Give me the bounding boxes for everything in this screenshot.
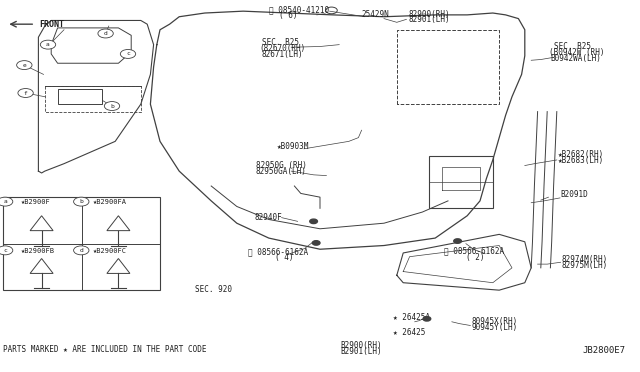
- Text: ★B2682(RH): ★B2682(RH): [558, 150, 604, 159]
- Text: B0942WA(LH): B0942WA(LH): [550, 54, 601, 63]
- Circle shape: [0, 246, 13, 255]
- Text: B2900(RH): B2900(RH): [340, 341, 382, 350]
- Text: 82940F: 82940F: [255, 213, 282, 222]
- Text: 82671(LH): 82671(LH): [261, 50, 303, 59]
- Circle shape: [120, 49, 136, 58]
- Text: c: c: [3, 248, 7, 253]
- Circle shape: [326, 7, 337, 14]
- Circle shape: [312, 241, 320, 245]
- Text: a: a: [3, 199, 7, 204]
- Text: SEC. 920: SEC. 920: [195, 285, 232, 294]
- Circle shape: [0, 197, 13, 206]
- Bar: [58, 89, 102, 104]
- Text: ★B2900FA: ★B2900FA: [93, 199, 127, 205]
- Circle shape: [17, 61, 32, 70]
- Bar: [3, 197, 160, 290]
- Text: ( 6): ( 6): [279, 11, 298, 20]
- Text: Ⓑ 08566-6162A: Ⓑ 08566-6162A: [444, 247, 504, 256]
- Text: b: b: [79, 199, 83, 204]
- Text: c: c: [126, 51, 130, 57]
- Text: (82670(RH): (82670(RH): [259, 44, 305, 53]
- Text: f: f: [24, 90, 28, 96]
- Circle shape: [310, 219, 317, 224]
- Text: d: d: [104, 31, 108, 36]
- Circle shape: [423, 317, 431, 321]
- Text: ★B0903M: ★B0903M: [276, 142, 309, 151]
- Circle shape: [454, 239, 461, 243]
- Text: a: a: [46, 42, 50, 47]
- Text: FRONT: FRONT: [40, 20, 65, 29]
- Text: Ⓑ 08566-6162A: Ⓑ 08566-6162A: [248, 247, 308, 256]
- Text: SEC. B25: SEC. B25: [262, 38, 300, 47]
- Circle shape: [104, 102, 120, 110]
- Text: ★B2900F: ★B2900F: [20, 199, 50, 205]
- Text: ( 2): ( 2): [466, 253, 484, 262]
- Text: 90945Y(LH): 90945Y(LH): [472, 323, 518, 332]
- Text: 25429N: 25429N: [362, 10, 389, 19]
- Text: ( 4): ( 4): [275, 253, 294, 262]
- Text: SEC. B25: SEC. B25: [554, 42, 591, 51]
- Text: 80945X(RH): 80945X(RH): [472, 317, 518, 326]
- Text: 82950GA(LH): 82950GA(LH): [256, 167, 307, 176]
- Text: JB2800E7: JB2800E7: [582, 346, 625, 355]
- Circle shape: [98, 29, 113, 38]
- Text: 82974M(RH): 82974M(RH): [562, 255, 608, 264]
- Text: (B0942W (RH): (B0942W (RH): [549, 48, 605, 57]
- Text: 82900(RH): 82900(RH): [408, 10, 450, 19]
- Text: PARTS MARKED ★ ARE INCLUDED IN THE PART CODE: PARTS MARKED ★ ARE INCLUDED IN THE PART …: [3, 344, 207, 353]
- Text: 82901(LH): 82901(LH): [408, 15, 450, 24]
- Text: 82950G (RH): 82950G (RH): [256, 161, 307, 170]
- Text: ★B2683(LH): ★B2683(LH): [558, 156, 604, 165]
- Circle shape: [40, 40, 56, 49]
- Text: ★ 26425: ★ 26425: [393, 328, 426, 337]
- Text: Ⓢ 08540-41210: Ⓢ 08540-41210: [269, 5, 329, 14]
- Text: 82975M(LH): 82975M(LH): [562, 261, 608, 270]
- Text: ★ 26425A: ★ 26425A: [393, 313, 430, 322]
- Text: d: d: [79, 248, 83, 253]
- Text: B2091D: B2091D: [560, 190, 588, 199]
- Text: e: e: [22, 62, 26, 68]
- Text: ★B2900FB: ★B2900FB: [20, 248, 54, 254]
- Bar: [429, 156, 493, 208]
- Text: B2901(LH): B2901(LH): [340, 347, 382, 356]
- Circle shape: [18, 89, 33, 97]
- Text: b: b: [110, 103, 114, 109]
- Text: ★B2900FC: ★B2900FC: [93, 248, 127, 254]
- Circle shape: [74, 197, 89, 206]
- Circle shape: [74, 246, 89, 255]
